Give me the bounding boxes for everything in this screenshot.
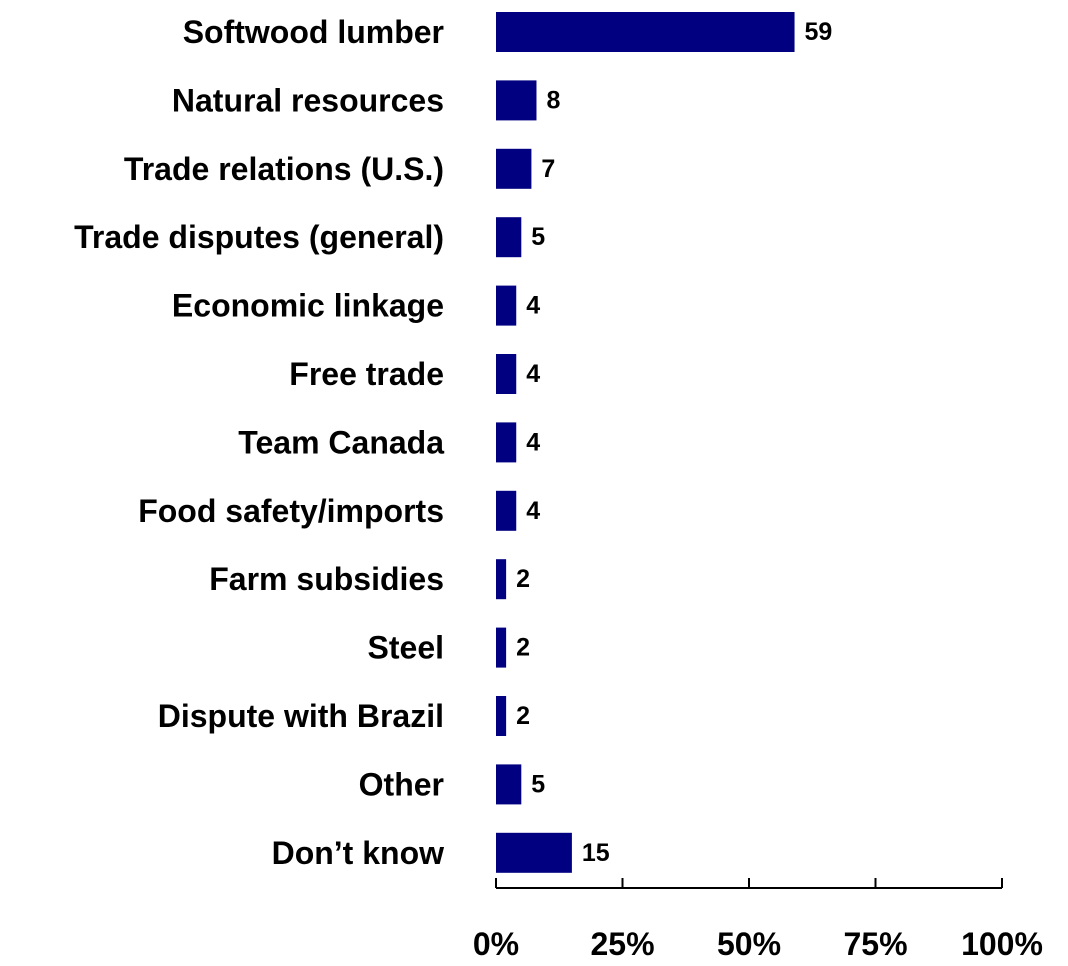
value-label: 59: [805, 18, 833, 46]
value-label: 2: [516, 702, 530, 730]
value-label: 2: [516, 634, 530, 662]
category-label: Natural resources: [172, 82, 444, 118]
bar: [496, 832, 572, 873]
bar: [496, 285, 517, 326]
x-tick-label: 50%: [717, 926, 781, 962]
value-label: 8: [546, 86, 560, 114]
value-label: 2: [516, 565, 530, 593]
category-label: Other: [359, 766, 444, 802]
value-label: 4: [526, 360, 540, 388]
bar: [496, 627, 507, 668]
value-label: 15: [582, 839, 610, 867]
category-label: Free trade: [289, 356, 444, 392]
value-label: 4: [526, 428, 540, 456]
category-label: Food safety/imports: [138, 493, 444, 529]
x-tick-label: 0%: [473, 926, 519, 962]
x-tick-label: 25%: [590, 926, 654, 962]
bars: [496, 12, 795, 873]
x-tick-label: 75%: [843, 926, 907, 962]
bar: [496, 148, 532, 189]
category-label: Trade relations (U.S.): [124, 151, 444, 187]
value-label: 5: [531, 223, 545, 251]
category-labels: Softwood lumber Natural resources Trade re…: [74, 14, 444, 871]
category-label: Don’t know: [272, 835, 445, 871]
value-labels: 59 8 7 5 4 4 4 4 2 2 2 5 15: [516, 18, 832, 867]
value-label: 7: [541, 155, 555, 183]
category-label: Trade disputes (general): [74, 219, 444, 255]
bar: [496, 764, 522, 805]
category-label: Economic linkage: [172, 288, 444, 324]
bar: [496, 80, 537, 121]
bar: [496, 490, 517, 531]
x-tick-label: 100%: [961, 926, 1043, 962]
category-label: Dispute with Brazil: [158, 698, 444, 734]
value-label: 4: [526, 292, 540, 320]
category-label: Farm subsidies: [209, 561, 444, 597]
bar: [496, 12, 795, 52]
x-axis: 0% 25% 50% 75% 100%: [473, 878, 1043, 962]
bar: [496, 559, 507, 600]
value-label: 5: [531, 770, 545, 798]
bar: [496, 354, 517, 394]
category-label: Steel: [368, 630, 444, 666]
value-label: 4: [526, 497, 540, 525]
category-label: Softwood lumber: [183, 14, 444, 50]
bar: [496, 696, 507, 736]
category-label: Team Canada: [238, 424, 444, 460]
bar: [496, 422, 517, 463]
bar: [496, 217, 522, 258]
